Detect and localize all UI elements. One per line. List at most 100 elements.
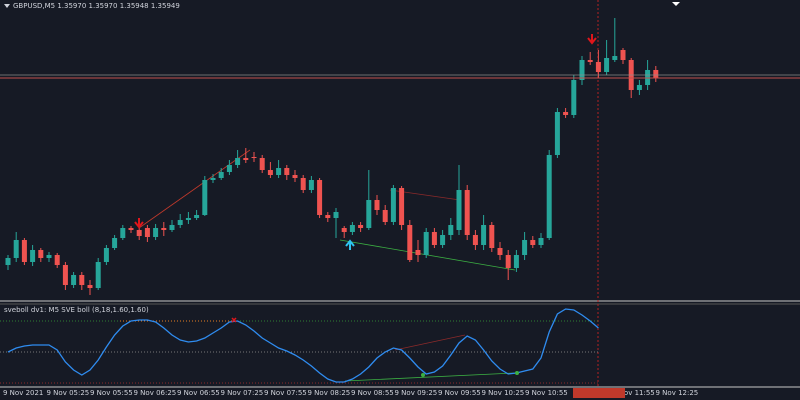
candle-body [177, 220, 183, 225]
candle-body [579, 60, 585, 80]
candle-body [538, 238, 544, 245]
candle-body [431, 232, 437, 245]
candle-body [62, 265, 68, 285]
candle-body [472, 235, 478, 245]
candle-body [243, 158, 249, 160]
x-tick-label: 9 Nov 11:55 [612, 389, 655, 397]
candle-body [366, 200, 372, 228]
candle-body [112, 238, 118, 248]
indicator-line [7, 308, 599, 383]
candle-body [13, 240, 19, 258]
candle-body [415, 250, 421, 255]
x-tick-label: 9 Nov 10:55 [525, 389, 568, 397]
divergence-line [394, 334, 466, 351]
candle-body [79, 275, 85, 285]
x-tick-label: 9 Nov 08:55 [351, 389, 394, 397]
candle-body [317, 180, 323, 215]
candle-body [185, 218, 191, 220]
candle-body [226, 165, 232, 172]
candle-body [259, 158, 265, 170]
candle-body [251, 157, 257, 158]
candle-body [235, 158, 241, 165]
candle-body [530, 240, 536, 245]
x-tick-label: 9 Nov 05:55 [90, 389, 133, 397]
candle-body [636, 85, 642, 90]
candle-body [38, 250, 44, 258]
candle-body [563, 112, 569, 115]
candle-body [210, 178, 216, 180]
candle-body [489, 225, 495, 248]
candle-body [374, 200, 380, 210]
candle-body [120, 228, 126, 238]
x-tick-label: 9 Nov 06:55 [177, 389, 220, 397]
candle-body [497, 248, 503, 255]
candle-body [382, 210, 388, 222]
candle-body [546, 155, 552, 238]
x-tick-label: 9 Nov 05:25 [47, 389, 90, 397]
x-tick-label: 9 Nov 07:55 [264, 389, 307, 397]
signal-dot [421, 373, 425, 377]
signal-cross [231, 317, 237, 323]
candle-body [30, 250, 36, 262]
x-tick-label: 9 Nov 09:55 [438, 389, 481, 397]
marks [0, 18, 800, 383]
candle-body [325, 215, 331, 218]
x-axis-labels: 9 Nov 2021 9 Nov 05:25 9 Nov 05:55 9 Nov 06… [3, 389, 698, 397]
candle-body [604, 58, 610, 72]
candle-body [54, 255, 60, 265]
indicator-title: sveboll dv1: M5 SVE boll (8,18,1.60,1.60… [4, 306, 149, 314]
sell-arrow [587, 34, 597, 45]
x-tick-label: 9 Nov 09:25 [395, 389, 438, 397]
candle-body [423, 232, 429, 255]
candle-body [103, 248, 109, 262]
candle-body [341, 228, 347, 232]
candle-body [87, 285, 93, 288]
candle-body [202, 180, 208, 215]
x-tick-label: 9 Nov 08:25 [308, 389, 351, 397]
x-tick-label: 9 Nov 2021 [3, 389, 43, 397]
divergence-line [344, 372, 516, 382]
candle-body [440, 235, 446, 245]
candle-body [128, 228, 134, 230]
signal-dot [515, 371, 519, 375]
candle-body [333, 212, 339, 218]
candle-body [21, 240, 27, 262]
candle-body [399, 188, 405, 225]
x-tick-label: 9 Nov 12:25 [656, 389, 699, 397]
candle-body [653, 70, 659, 78]
candle-body [5, 258, 11, 265]
candle-body [46, 255, 52, 258]
buy-arrow [345, 239, 355, 250]
candle-body [169, 225, 175, 230]
candle-body [153, 228, 159, 237]
candle-body [612, 56, 618, 60]
x-tick-label: 9 Nov 06:25 [134, 389, 177, 397]
candle-body [620, 50, 626, 60]
candle-body [513, 255, 519, 268]
chart-title: GBPUSD,M5 1.35970 1.35970 1.35948 1.3594… [13, 2, 180, 10]
candle-body [300, 178, 306, 190]
candle-body [587, 60, 593, 62]
candle-body [194, 215, 200, 218]
candle-body [595, 62, 601, 72]
candle-body [554, 112, 560, 155]
corner-icon[interactable] [672, 2, 680, 6]
candle-body [407, 225, 413, 260]
menu-icon[interactable] [4, 4, 10, 8]
candle-body [522, 240, 528, 255]
candle-body [456, 190, 462, 230]
candle-body [218, 172, 224, 178]
candle-body [481, 225, 487, 245]
sell-arrow [134, 218, 144, 229]
candle-body [308, 180, 314, 190]
x-tick-label: 9 Nov 10:25 [482, 389, 525, 397]
x-tick-label: 9 Nov 07:25 [221, 389, 264, 397]
candle-body [390, 188, 396, 222]
candle-body [144, 228, 150, 237]
candle-body [349, 225, 355, 232]
candle-body [292, 175, 298, 178]
candle-body [284, 168, 290, 175]
candle-body [464, 190, 470, 235]
